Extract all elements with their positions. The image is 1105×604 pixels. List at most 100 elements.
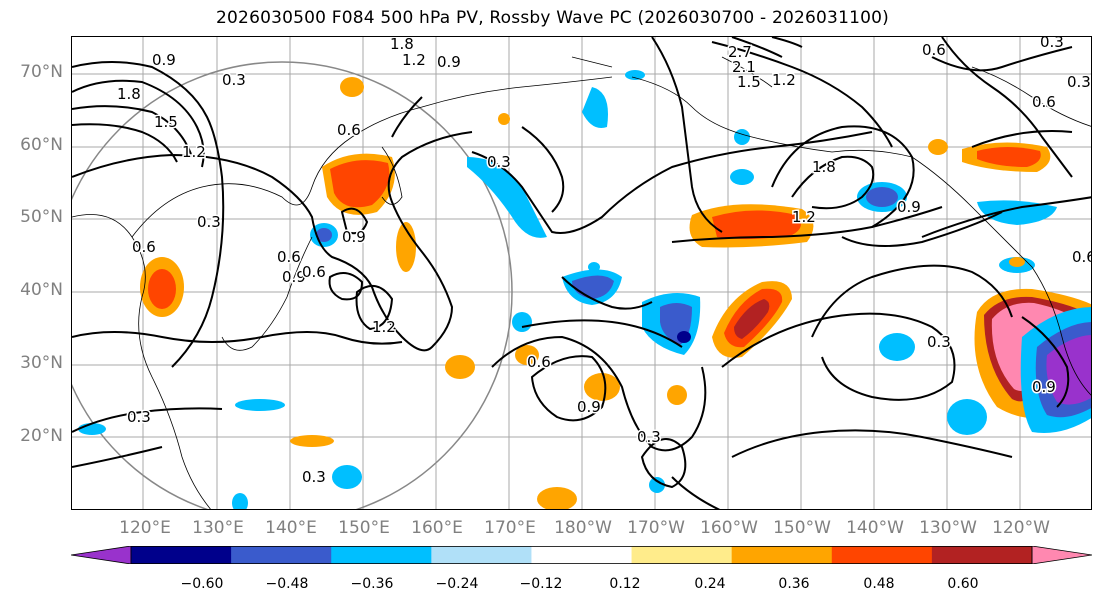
colorbar-tick: 0.60: [947, 576, 979, 592]
anomaly-patch: [977, 147, 1041, 167]
lon-label-130e: 130°E: [192, 518, 244, 538]
lon-label-160w: 160°W: [700, 518, 758, 538]
contour-label: 0.3: [637, 428, 661, 446]
lon-label-140w: 140°W: [846, 518, 904, 538]
anomaly-patch: [582, 87, 608, 128]
colorbar-tick: −0.12: [519, 576, 563, 592]
anomaly-patch: [1009, 257, 1025, 267]
contour-label: 0.9: [1032, 378, 1056, 396]
anomaly-patch: [977, 200, 1057, 225]
anomaly-patch: [235, 399, 285, 411]
anomaly-patch: [649, 477, 665, 493]
contour-label: 0.3: [127, 408, 151, 426]
lon-label-130w: 130°W: [919, 518, 977, 538]
lon-label-140e: 140°E: [265, 518, 317, 538]
anomaly-patch: [498, 113, 510, 125]
anomaly-patch: [588, 262, 600, 272]
colorbar-segment: [431, 546, 532, 564]
map-canvas: 1.80.9 1.2 0.90.31.81.51.20.60.30.60.90.60…: [72, 37, 1092, 509]
coastlines: [72, 56, 1091, 509]
anomaly-patch: [866, 187, 898, 207]
lon-label-160e: 160°E: [411, 518, 463, 538]
contour-label: 0.3: [487, 153, 511, 171]
anomaly-patch: [232, 493, 248, 509]
anomaly-patch: [515, 345, 539, 365]
region-circle: [72, 61, 513, 509]
anomaly-patch: [537, 487, 577, 509]
lon-label-180w: 180°W: [554, 518, 612, 538]
anomaly-patch: [734, 129, 750, 145]
contour-label: 1.8: [117, 85, 141, 103]
contour-label: 1.2: [182, 143, 206, 161]
map-panel: 1.8 0.9 1.2 0.9 0.3 1.8 1.5 1.2 0.6 0.3 0.6 0.9 0.6 0…: [71, 36, 1092, 510]
anomaly-patch: [928, 139, 948, 155]
lat-label-70: 70°N: [20, 62, 63, 82]
contour-label: 0.9: [437, 53, 461, 71]
contour-label: 1.2: [792, 208, 816, 226]
colorbar-tick: 0.12: [609, 576, 641, 592]
contour-label: 0.3: [197, 213, 221, 231]
colorbar-extend-low: [71, 546, 132, 564]
anomaly-patch: [316, 228, 332, 242]
anomaly-patch: [512, 312, 532, 332]
contour-label: 0.9: [282, 268, 306, 286]
lon-label-120w: 120°W: [992, 518, 1050, 538]
contour-label: 0.6: [302, 263, 326, 281]
contour-label: 2.7: [728, 43, 752, 61]
pv-contours: [72, 37, 1091, 509]
contour-label: 1.2: [772, 71, 796, 89]
contour-label: 1.8: [812, 158, 836, 176]
contour-label: 0.9: [342, 228, 366, 246]
contour-label: 0.6: [277, 248, 301, 266]
lat-label-60: 60°N: [20, 135, 63, 155]
lat-label-40: 40°N: [20, 280, 63, 300]
anomaly-patch: [330, 160, 390, 208]
colorbar-tick: −0.36: [350, 576, 394, 592]
anomaly-patch: [625, 70, 645, 80]
anomaly-patch: [467, 157, 547, 238]
anomaly-patch: [148, 269, 176, 309]
contour-label: 1.2: [402, 51, 426, 69]
anomaly-patch: [290, 435, 334, 447]
lon-label-170e: 170°E: [484, 518, 536, 538]
contour-label: 0.6: [1072, 248, 1092, 266]
colorbar-segment: [631, 546, 733, 564]
lat-label-50: 50°N: [20, 207, 63, 227]
colorbar-outline: [130, 546, 1033, 564]
contour-label: 0.9: [152, 51, 176, 69]
lat-label-20: 20°N: [20, 426, 63, 446]
contour-label: 0.3: [927, 333, 951, 351]
contour-label: 1.8: [390, 37, 414, 53]
contour-label: 0.9: [897, 198, 921, 216]
contour-label: 0.3: [1040, 37, 1064, 51]
anomaly-patch: [730, 169, 754, 185]
anomaly-patch: [677, 331, 691, 343]
anomaly-patch: [445, 355, 475, 379]
colorbar-tick: 0.48: [863, 576, 895, 592]
colorbar-tick: −0.24: [435, 576, 479, 592]
lon-label-150w: 150°W: [773, 518, 831, 538]
anomaly-patch: [879, 333, 915, 361]
contour-label: 0.6: [922, 41, 946, 59]
contour-labels: 1.80.9 1.2 0.90.31.81.51.20.60.30.60.90.60…: [116, 37, 1092, 488]
anomaly-patch: [340, 77, 364, 97]
contour-label: 0.3: [222, 71, 246, 89]
pv-anomaly-fills: [78, 70, 1091, 509]
anomaly-patch: [78, 423, 106, 435]
contour-label: 0.6: [527, 353, 551, 371]
anomaly-patch: [712, 210, 801, 240]
anomaly-patch: [947, 399, 987, 435]
anomaly-patch: [332, 465, 362, 489]
colorbar-tick: −0.48: [265, 576, 309, 592]
anomaly-patch: [584, 373, 620, 401]
colorbar-tick: −0.60: [180, 576, 224, 592]
lon-label-120e: 120°E: [119, 518, 171, 538]
contour-label: 0.3: [1067, 73, 1091, 91]
colorbar-tick: 0.24: [694, 576, 726, 592]
colorbar-segment: [331, 546, 432, 564]
colorbar-segment: [531, 546, 633, 564]
contour-label: 0.6: [1032, 93, 1056, 111]
lon-label-150e: 150°E: [338, 518, 390, 538]
contour-label: 1.5: [737, 73, 761, 91]
contour-label: 1.2: [372, 318, 396, 336]
